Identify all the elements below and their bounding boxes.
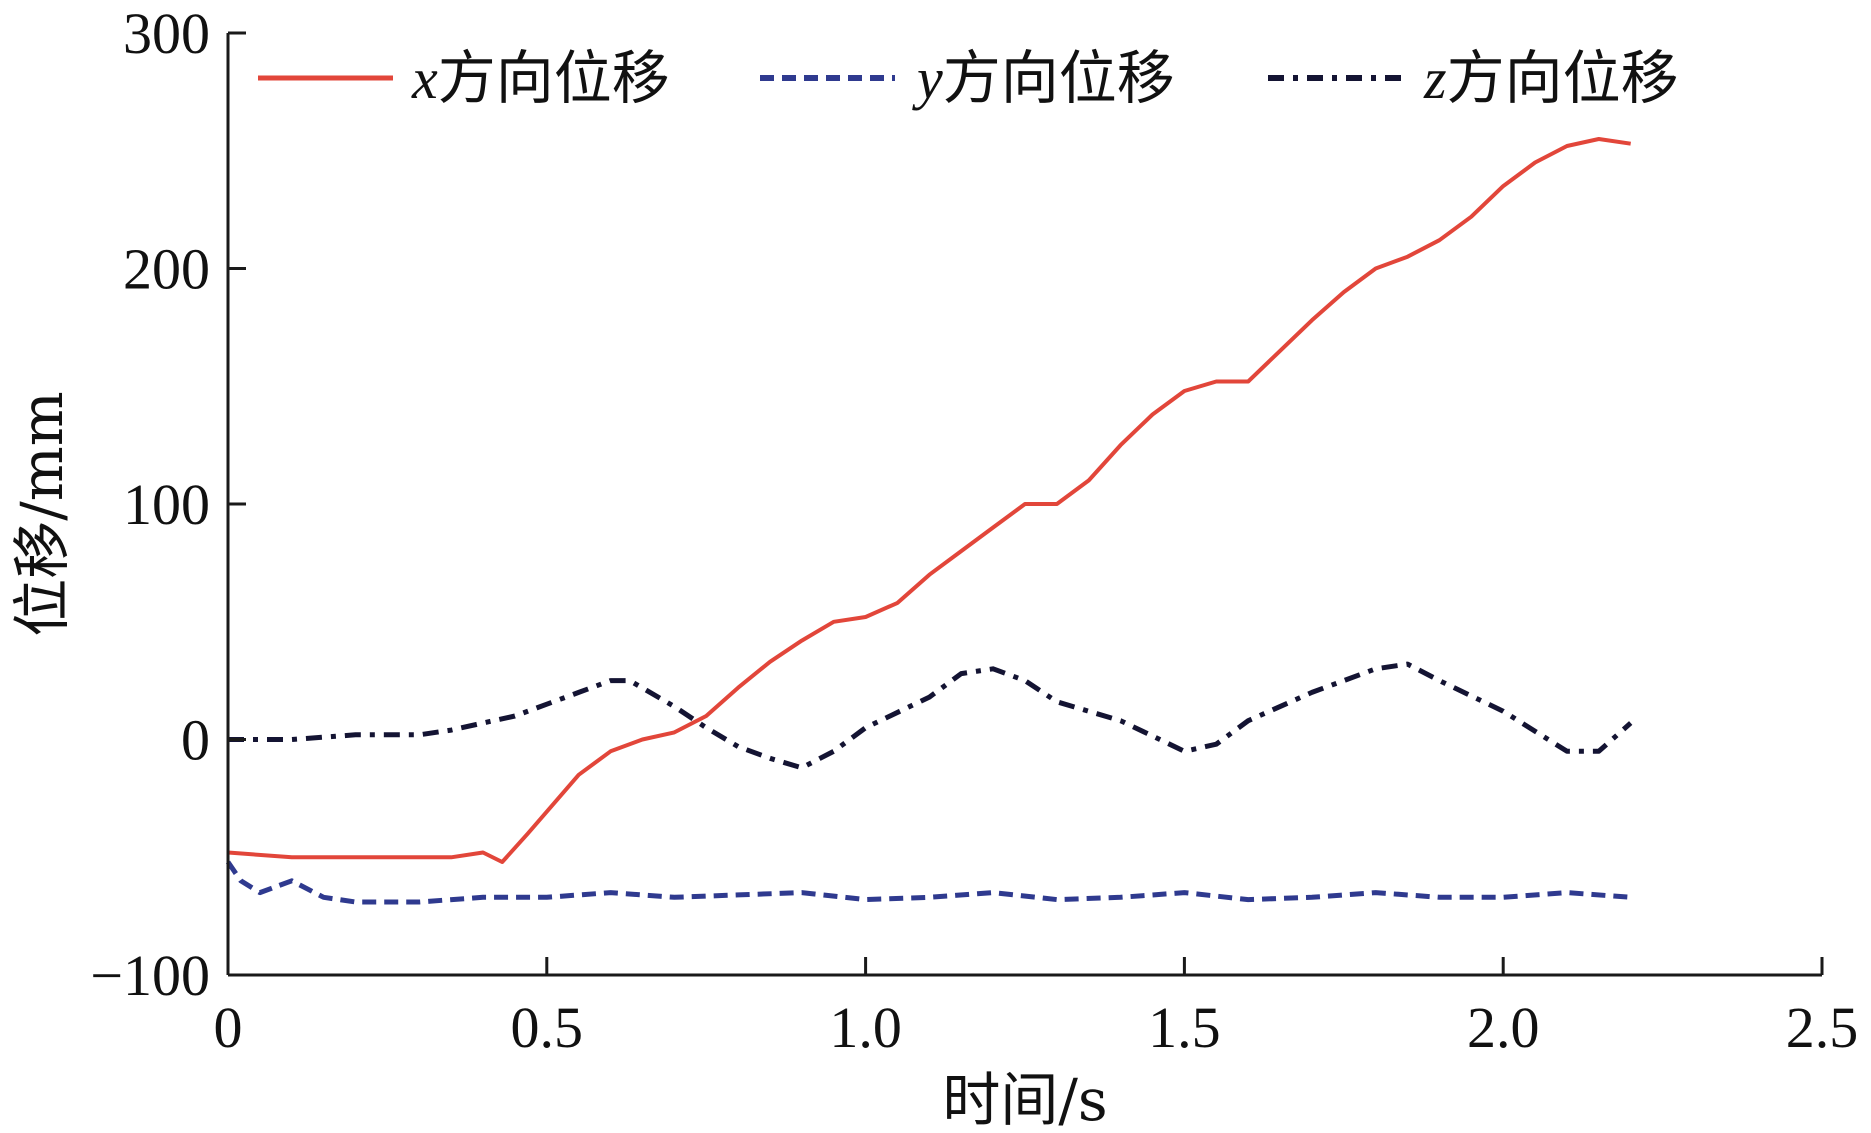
legend-item-z: z方向位移 — [1268, 44, 1679, 112]
plot-area — [225, 31, 1824, 977]
axes — [226, 31, 1824, 977]
legend-item-y: y方向位移 — [760, 44, 1175, 112]
legend-label: x方向位移 — [411, 44, 670, 112]
series-line-y — [225, 860, 1631, 905]
series-line-x — [227, 137, 1631, 864]
y-tick-label: 200 — [123, 237, 210, 302]
x-tick-label: 0 — [214, 995, 243, 1060]
x-tick-label: 2.5 — [1786, 995, 1859, 1060]
series-line-z — [228, 661, 1633, 771]
x-tick-label: 1.5 — [1148, 995, 1221, 1060]
y-tick-label: −100 — [90, 943, 210, 1008]
y-tick-label: 300 — [123, 1, 210, 66]
y-axis-title: 位移/mm — [8, 391, 76, 637]
x-axis-title: 时间/s — [942, 1066, 1107, 1133]
y-tick-label: 100 — [123, 472, 210, 537]
legend-label: z方向位移 — [1423, 44, 1679, 112]
legend-item-x: x方向位移 — [258, 44, 670, 112]
x-tick-label: 2.0 — [1467, 995, 1540, 1060]
x-tick-label: 0.5 — [511, 995, 584, 1060]
legend: x方向位移 y方向位移 z方向位移 — [258, 44, 1679, 112]
series-layer — [225, 137, 1633, 905]
x-tick-label: 1.0 — [829, 995, 902, 1060]
legend-label: y方向位移 — [912, 44, 1175, 112]
y-tick-label: 0 — [181, 708, 210, 773]
